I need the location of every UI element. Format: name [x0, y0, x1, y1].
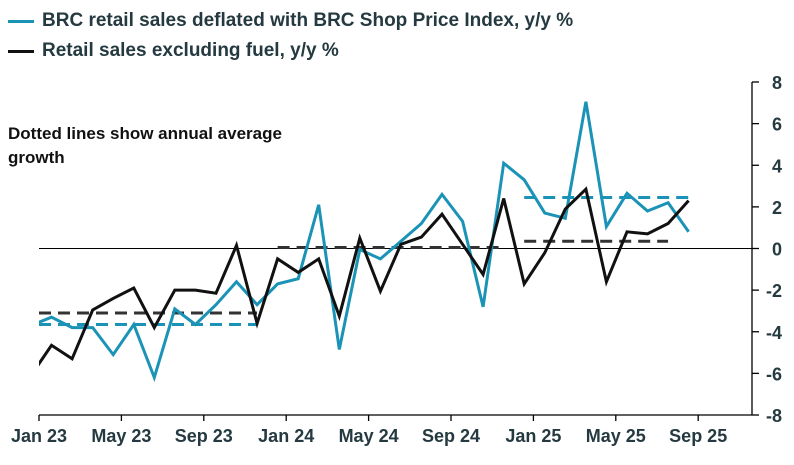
x-tick-label: Jan 24 [258, 426, 314, 446]
x-tick-label: Jan 25 [505, 426, 561, 446]
y-tick-label: 2 [772, 198, 782, 218]
y-tick-label: 8 [772, 73, 782, 93]
x-tick-label: Jan 23 [11, 426, 67, 446]
x-tick-label: Sep 23 [175, 426, 233, 446]
y-tick-label: -6 [766, 364, 782, 384]
x-tick-label: Sep 25 [669, 426, 727, 446]
legend-item-retail: Retail sales excluding fuel, y/y % [8, 36, 573, 66]
legend: BRC retail sales deflated with BRC Shop … [8, 6, 573, 66]
series-line-retail [39, 186, 690, 367]
y-tick-label: -2 [766, 281, 782, 301]
y-tick-label: 6 [772, 115, 782, 135]
x-tick-label: May 24 [339, 426, 399, 446]
legend-swatch-retail [8, 49, 34, 53]
y-tick-label: -8 [766, 406, 782, 426]
legend-label-retail: Retail sales excluding fuel, y/y % [42, 40, 339, 61]
y-tick-label: 4 [772, 156, 782, 176]
legend-label-brc: BRC retail sales deflated with BRC Shop … [42, 10, 574, 31]
y-tick-label: 0 [772, 240, 782, 260]
y-tick-label: -4 [766, 323, 782, 343]
x-tick-label: May 25 [586, 426, 646, 446]
x-tick-label: May 23 [91, 426, 151, 446]
plot-area [39, 101, 690, 383]
legend-item-brc: BRC retail sales deflated with BRC Shop … [8, 6, 573, 36]
chart-annotation: Dotted lines show annual average growth [8, 124, 282, 167]
legend-swatch-brc [8, 19, 34, 23]
x-tick-label: Sep 24 [422, 426, 480, 446]
